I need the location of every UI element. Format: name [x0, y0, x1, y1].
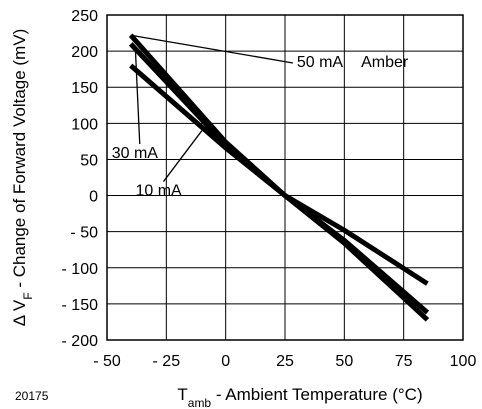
legend-label: Amber [361, 54, 409, 71]
annotation-label-10-ma: 10 mA [135, 183, 182, 200]
x-axis-title-base: T [177, 385, 187, 404]
y-tick-label: - 50 [70, 225, 98, 242]
annotations: 50 mA 30 mA 10 mA [112, 34, 344, 200]
y-tick-label: 250 [71, 8, 98, 25]
x-tick-label: - 25 [153, 353, 181, 370]
x-tick-label: 0 [221, 353, 230, 370]
y-tick-label: - 200 [62, 333, 99, 350]
x-tick-label: 25 [276, 353, 294, 370]
series-lines [128, 33, 430, 322]
x-tick-label: - 50 [93, 353, 121, 370]
y-tick-label: - 150 [62, 297, 99, 314]
y-tick-label: 200 [71, 44, 98, 61]
annotation-label-50-ma: 50 mA [297, 54, 344, 71]
x-tick-label: 75 [395, 353, 413, 370]
y-tick-label: 100 [71, 116, 98, 133]
x-axis-title-sub: amb [188, 396, 212, 409]
y-tick-label: 150 [71, 80, 98, 97]
y-axis-title: Δ VF - Change of Forward Voltage (mV) [10, 29, 35, 326]
annotation-leader-30-ma [134, 51, 141, 145]
x-tick-label: 50 [335, 353, 353, 370]
figure-id: 20175 [15, 389, 49, 403]
series-line-10-ma [129, 63, 429, 286]
y-tick-label: 0 [89, 189, 98, 206]
y-tick-labels: - 200 - 150 - 100 - 50 0 50 100 150 200 250 [62, 8, 99, 350]
grid [107, 15, 463, 340]
annotation-leader-10-ma [162, 130, 203, 182]
plot-frame [106, 14, 464, 341]
annotation-leader-50-ma [130, 34, 293, 64]
x-axis-title: Tamb - Ambient Temperature (°C) [177, 385, 422, 409]
x-axis-title-rest: - Ambient Temperature (°C) [211, 385, 423, 404]
annotation-label-30-ma: 30 mA [112, 145, 159, 162]
y-tick-label: - 100 [62, 261, 99, 278]
y-tick-label: 50 [80, 152, 98, 169]
x-tick-labels: - 50 - 25 0 25 50 75 100 [93, 353, 476, 370]
y-axis-title-sub: F [21, 292, 35, 299]
series-line-50-ma [128, 33, 430, 322]
x-tick-label: 100 [450, 353, 477, 370]
y-axis-title-prefix: Δ V [10, 299, 29, 326]
y-axis-title-rest: - Change of Forward Voltage (mV) [10, 29, 29, 293]
